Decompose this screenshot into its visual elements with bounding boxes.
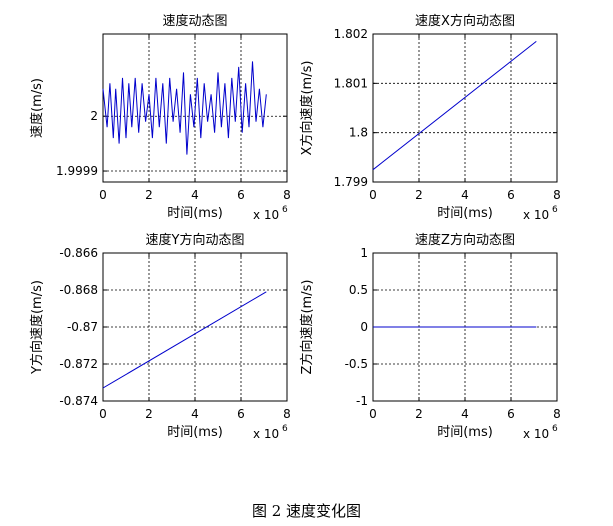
x-exponent: 6	[552, 424, 558, 434]
x-axis-label: 时间(ms)	[437, 425, 493, 440]
chart-title: 速度Z方向动态图	[415, 232, 515, 248]
y-tick-label: -0.866	[59, 246, 98, 260]
x-tick-label: 4	[461, 407, 469, 421]
x-tick-label: 0	[369, 407, 377, 421]
y-tick-label: 0	[360, 320, 368, 334]
x-tick-label: 8	[553, 407, 561, 421]
x-tick-label: 2	[145, 407, 153, 421]
x-tick-label: 6	[237, 188, 245, 202]
series-line	[102, 61, 267, 155]
y-axis-label: Y方向速度(m/s)	[29, 280, 45, 375]
y-tick-label: -0.872	[59, 357, 98, 371]
chart-title: 速度Y方向动态图	[146, 232, 245, 248]
x-tick-label: 8	[283, 188, 291, 202]
x-tick-label: 6	[237, 407, 245, 421]
figure-caption: 图 2 速度变化图	[251, 502, 362, 520]
series-line	[372, 41, 537, 171]
x-tick-label: 0	[99, 188, 107, 202]
chart-title: 速度X方向动态图	[415, 13, 515, 29]
x-multiplier: x 10	[523, 427, 549, 441]
x-tick-label: 2	[415, 407, 423, 421]
y-tick-label: -0.5	[345, 357, 368, 371]
x-tick-label: 8	[553, 188, 561, 202]
x-multiplier: x 10	[523, 208, 549, 222]
x-exponent: 6	[282, 424, 288, 434]
y-axis-label: Z方向速度(m/s)	[299, 280, 315, 375]
series-line	[102, 291, 267, 389]
y-tick-label: 1.9999	[56, 164, 98, 178]
y-axis-label: 速度(m/s)	[29, 78, 45, 138]
y-tick-label: 0.5	[349, 283, 368, 297]
x-exponent: 6	[282, 205, 288, 215]
x-axis-label: 时间(ms)	[167, 206, 223, 221]
x-axis-label: 时间(ms)	[437, 206, 493, 221]
y-tick-label: -1	[356, 394, 368, 408]
x-tick-label: 2	[415, 188, 423, 202]
y-tick-label: 1.799	[334, 175, 368, 189]
y-tick-label: 1.801	[334, 76, 368, 90]
x-axis-label: 时间(ms)	[167, 425, 223, 440]
y-tick-label: -0.874	[59, 394, 98, 408]
chart-3: 0 2 4 6 8 -0.874 -0.872 -0.87 -0.868 -0.866 速度Y方向动…	[29, 232, 291, 441]
x-tick-label: 6	[507, 407, 515, 421]
x-tick-label: 0	[369, 188, 377, 202]
y-tick-label: 1.8	[349, 126, 368, 140]
x-tick-label: 4	[191, 407, 199, 421]
x-tick-label: 6	[507, 188, 515, 202]
y-tick-label: 1.802	[334, 27, 368, 41]
x-exponent: 6	[552, 205, 558, 215]
y-axis-label: X方向速度(m/s)	[299, 61, 315, 156]
x-tick-label: 2	[145, 188, 153, 202]
x-tick-label: 4	[191, 188, 199, 202]
y-tick-label: -0.868	[59, 283, 98, 297]
x-tick-label: 4	[461, 188, 469, 202]
x-tick-label: 8	[283, 407, 291, 421]
y-tick-label: 1	[360, 246, 368, 260]
y-tick-label: 2	[90, 109, 98, 123]
x-tick-label: 0	[99, 407, 107, 421]
y-tick-label: -0.87	[67, 320, 98, 334]
x-multiplier: x 10	[253, 208, 279, 222]
chart-title: 速度动态图	[162, 13, 227, 29]
x-multiplier: x 10	[253, 427, 279, 441]
